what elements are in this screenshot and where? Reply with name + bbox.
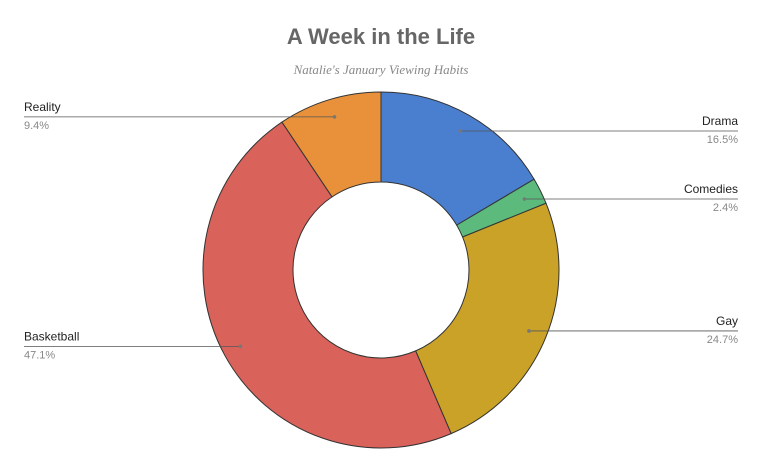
value-label: 9.4% (24, 120, 49, 132)
slice-label: Basketball (24, 330, 79, 344)
chart-subtitle: Natalie's January Viewing Habits (293, 62, 469, 77)
slice (415, 202, 560, 435)
slice-label: Drama (702, 114, 738, 128)
value-label: 47.1% (24, 349, 55, 361)
slice-label: Reality (24, 100, 61, 114)
leader-dot (238, 344, 243, 349)
value-label: 16.5% (707, 134, 738, 146)
value-label: 2.4% (713, 202, 738, 214)
leader-dot (522, 197, 527, 201)
chart-title: A Week in the Life (287, 24, 475, 49)
slice-label: Comedies (684, 182, 738, 196)
value-label: 24.7% (707, 334, 738, 346)
slice (281, 91, 382, 198)
slice-label: Gay (716, 314, 738, 328)
slice (202, 121, 452, 449)
slice (380, 91, 535, 226)
leader-dot (458, 129, 463, 133)
leader-dot (527, 329, 531, 333)
leader-dot (332, 115, 337, 119)
